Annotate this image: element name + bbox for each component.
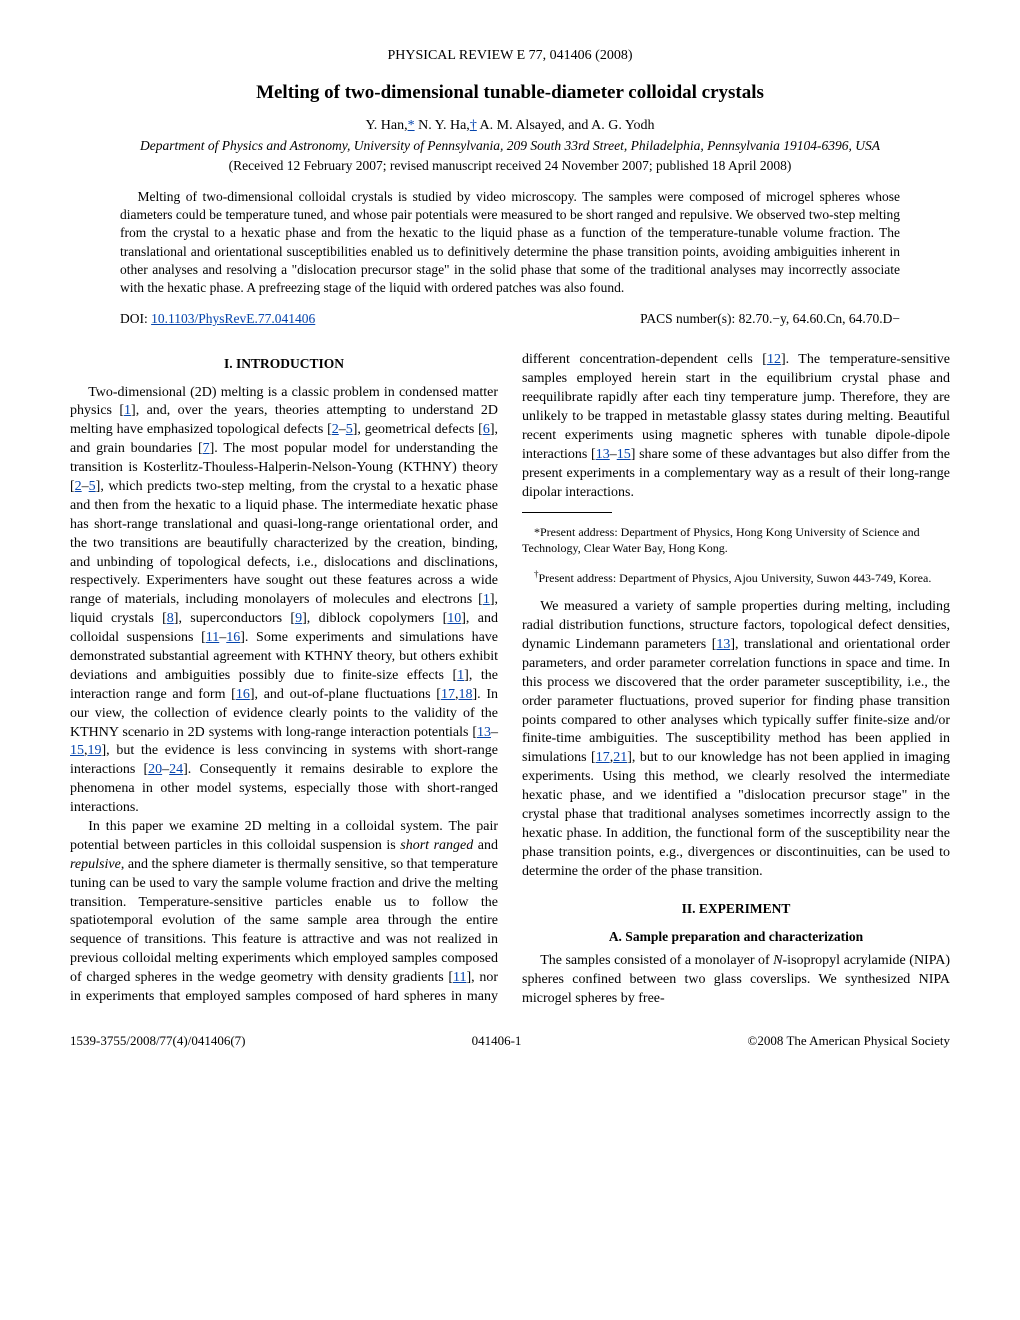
pacs-numbers: PACS number(s): 82.70.−y, 64.60.Cn, 64.7… [640,311,900,327]
section-heading-experiment: II. EXPERIMENT [522,900,950,918]
footnote-separator [522,512,612,513]
affiliation: Department of Physics and Astronomy, Uni… [70,138,950,154]
footnote: *Present address: Department of Physics,… [522,525,950,556]
body-paragraph: We measured a variety of sample properti… [522,598,950,881]
doi-link[interactable]: 10.1103/PhysRevE.77.041406 [151,311,315,326]
footnote: †Present address: Department of Physics,… [522,569,950,587]
publication-dates: (Received 12 February 2007; revised manu… [70,158,950,174]
footer-issn: 1539-3755/2008/77(4)/041406(7) [70,1033,245,1049]
footer-copyright: ©2008 The American Physical Society [748,1033,950,1049]
body-paragraph: Two-dimensional (2D) melting is a classi… [70,384,498,818]
body-paragraph: The samples consisted of a monolayer of … [522,952,950,1009]
abstract: Melting of two-dimensional colloidal cry… [120,188,900,297]
doi-line: DOI: 10.1103/PhysRevE.77.041406 [120,311,315,327]
section-heading-intro: I. INTRODUCTION [70,355,498,373]
footer-page-number: 041406-1 [472,1033,522,1049]
journal-header: PHYSICAL REVIEW E 77, 041406 (2008) [70,48,950,64]
article-title: Melting of two-dimensional tunable-diame… [70,82,950,104]
subsection-heading: A. Sample preparation and characterizati… [522,928,950,946]
author-list: Y. Han,* N. Y. Ha,† A. M. Alsayed, and A… [70,118,950,134]
